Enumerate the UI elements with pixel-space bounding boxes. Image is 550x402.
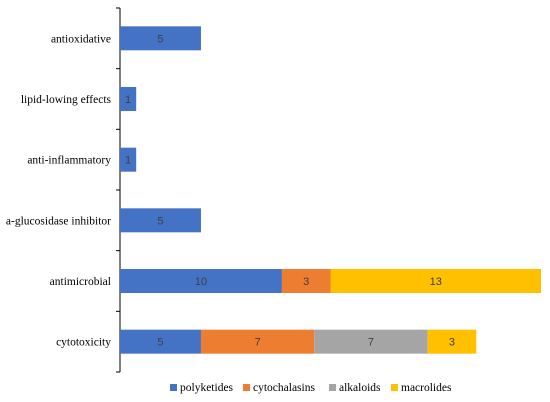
bar-segment-macrolides	[427, 329, 477, 354]
category-label: cytotoxicity	[56, 337, 111, 349]
bar-segment-polyketides	[120, 26, 201, 51]
legend-label: cytochalasins	[253, 382, 315, 394]
data-label: 5	[157, 337, 163, 349]
bar-segment-polyketides	[120, 147, 137, 172]
legend-label: alkaloids	[339, 382, 381, 394]
legend-label: macrolides	[401, 382, 452, 394]
legend-label: polyketides	[180, 382, 234, 394]
legend: polyketides cytochalasins alkaloids macroli…	[170, 382, 452, 394]
data-label: 7	[368, 337, 374, 349]
data-label: 10	[195, 276, 207, 288]
bar-segment-polyketides	[120, 87, 137, 111]
bar-segment-cytochalasins	[281, 269, 331, 293]
data-label: 3	[449, 337, 455, 349]
legend-swatch	[170, 384, 177, 391]
bar-segment-macrolides	[330, 269, 541, 293]
bar-segment-alkaloids	[314, 329, 428, 354]
bar-segment-polyketides	[120, 269, 282, 293]
bars-layer: 5 1 1 5 10 3 13 5 7 7 3	[120, 26, 541, 354]
data-label: 1	[125, 155, 131, 167]
legend-item-polyketides: polyketides	[170, 382, 234, 394]
category-label: antimicrobial	[50, 276, 111, 288]
legend-swatch	[329, 384, 336, 391]
bar-segment-polyketides	[120, 208, 201, 233]
category-label: a-glucosidase inhibitor	[6, 215, 111, 227]
category-label: anti-inflammatory	[27, 155, 111, 167]
legend-swatch	[243, 384, 250, 391]
bar-segment-cytochalasins	[200, 329, 315, 354]
data-label: 3	[303, 276, 309, 288]
axis-layer: antioxidative lipid-lowing effects anti-in…	[6, 7, 121, 373]
data-label: 5	[157, 33, 163, 45]
bar-segment-polyketides	[120, 329, 201, 354]
data-label: 5	[157, 215, 163, 227]
data-label: 13	[430, 276, 442, 288]
category-label: lipid-lowing effects	[21, 94, 112, 106]
legend-item-macrolides: macrolides	[391, 382, 452, 394]
legend-swatch	[391, 384, 398, 391]
data-label: 1	[125, 94, 131, 106]
legend-item-cytochalasins: cytochalasins	[243, 382, 315, 394]
category-label: antioxidative	[51, 33, 111, 45]
legend-item-alkaloids: alkaloids	[329, 382, 381, 394]
data-label: 7	[255, 337, 261, 349]
